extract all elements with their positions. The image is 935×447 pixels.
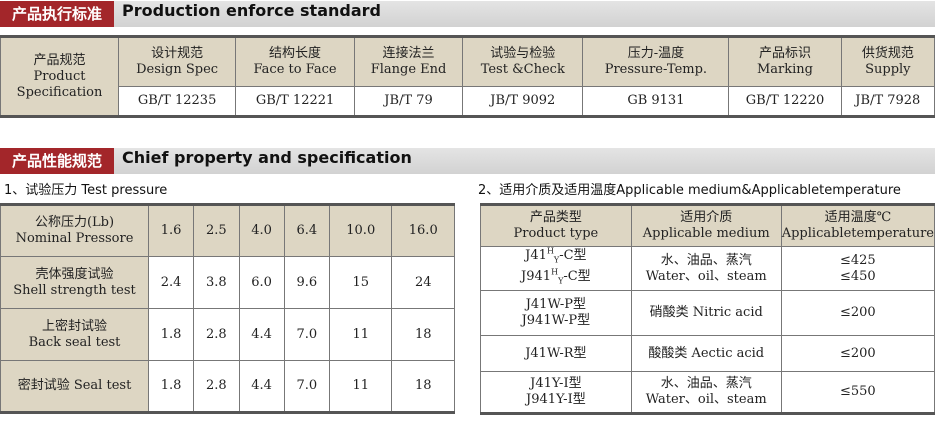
table-row: J41HY-C型 J941HY-C型 水、油品、蒸汽 Water、oil、steam… [480, 246, 935, 291]
cell: GB/T 12235 [117, 86, 237, 118]
medium-title: 2、适用介质及适用温度Applicable medium&Applicablet… [478, 183, 901, 198]
cell: GB/T 12220 [728, 86, 842, 118]
table-row: 上密封试验 Back seal test 1.8 2.8 4.4 7.0 11 18 [0, 308, 455, 361]
table-row: 壳体强度试验 Shell strength test 2.4 3.8 6.0 9.6 15… [0, 256, 455, 309]
row-header: 产品规范 Product Specification [0, 35, 119, 118]
medium-table: 产品类型 Product type 适用介质 Applicable medium 适… [480, 203, 935, 415]
cell: JB/T 9092 [462, 86, 584, 118]
cell: JB/T 79 [353, 86, 464, 118]
section-label-cn: 产品执行标准 [0, 1, 114, 27]
section-title: Chief property and specification [122, 148, 412, 167]
cell: JB/T 7928 [840, 86, 935, 118]
table-row: 密封试验 Seal test 1.8 2.8 4.4 7.0 11 18 [0, 360, 455, 414]
section-title: Production enforce standard [122, 1, 381, 20]
table-row: J41Y-I型 J941Y-I型 水、油品、蒸汽 Water、oil、steam ≤… [480, 371, 935, 415]
pressure-table: 公称压力(Lb) Nominal Pressore 1.6 2.5 4.0 6.4 10.… [0, 203, 455, 414]
section-header-standard: 产品执行标准 Production enforce standard [0, 1, 935, 27]
cell: GB 9131 [582, 86, 730, 118]
section-header-property: 产品性能规范 Chief property and specification [0, 148, 935, 174]
table-row: J41W-P型 J941W-P型 硝酸类 Nitric acid ≤200 [480, 290, 935, 336]
section-label-cn: 产品性能规范 [0, 148, 114, 174]
cell: GB/T 12221 [235, 86, 355, 118]
standard-table: 产品规范 Product Specification 设计规范 Design Spec… [0, 35, 935, 118]
table-row: J41W-R型 酸酸类 Aectic acid ≤200 [480, 335, 935, 372]
pressure-title: 1、试验压力 Test pressure [4, 183, 168, 198]
